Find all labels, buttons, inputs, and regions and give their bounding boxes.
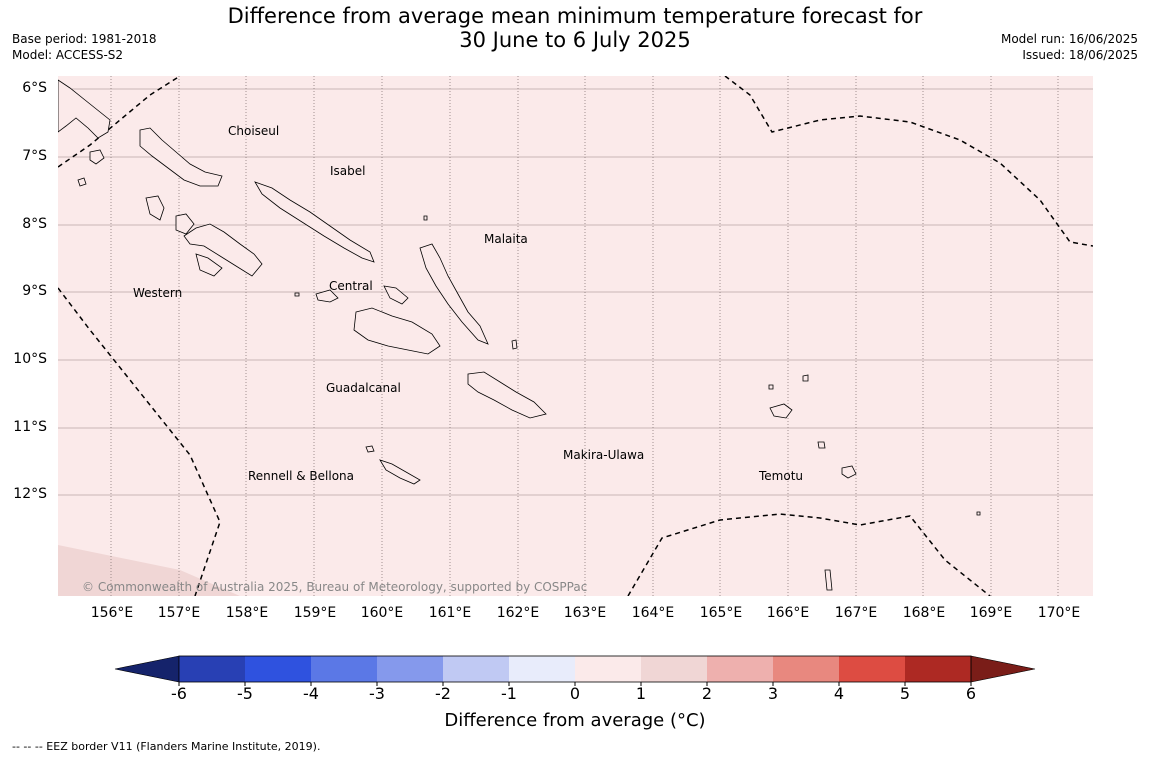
lat-label-9s: 9°S: [22, 283, 47, 299]
lon-label-167e: 167°E: [834, 605, 878, 621]
colorbar: [114, 655, 1036, 683]
province-label-malaita: Malaita: [484, 232, 528, 246]
lon-label-162e: 162°E: [496, 605, 540, 621]
meta-left: Base period: 1981-2018 Model: ACCESS-S2: [12, 31, 157, 63]
lon-label-160e: 160°E: [360, 605, 404, 621]
lat-label-8s: 8°S: [22, 216, 47, 232]
colorbar-segment: [311, 656, 377, 682]
province-label-central: Central: [329, 279, 373, 293]
province-label-isabel: Isabel: [330, 164, 366, 178]
colorbar-tick-label: -2: [435, 684, 451, 703]
coastlines: [58, 79, 981, 591]
copyright-notice: © Commonwealth of Australia 2025, Bureau…: [82, 580, 588, 594]
lon-label-169e: 169°E: [969, 605, 1013, 621]
lat-label-6s: 6°S: [22, 80, 47, 96]
colorbar-tick-label: 0: [569, 684, 581, 703]
colorbar-segment: [707, 656, 773, 682]
model-name: Model: ACCESS-S2: [12, 48, 124, 62]
province-label-western: Western: [133, 286, 183, 300]
colorbar-tick-label: 3: [767, 684, 779, 703]
lon-label-166e: 166°E: [766, 605, 810, 621]
map-background: [58, 76, 1093, 596]
lon-label-157e: 157°E: [157, 605, 201, 621]
lat-label-11s: 11°S: [13, 419, 47, 435]
colorbar-segment: [905, 656, 971, 682]
lon-label-164e: 164°E: [631, 605, 675, 621]
eez-borders: [58, 76, 1093, 596]
colorbar-tick-label: 1: [635, 684, 647, 703]
colorbar-segment: [509, 656, 575, 682]
colorbar-tick-label: -3: [369, 684, 385, 703]
province-label-guadalcanal: Guadalcanal: [326, 381, 401, 395]
lat-label-10s: 10°S: [13, 351, 47, 367]
colorbar-extend-low: [114, 655, 180, 683]
province-label-temotu: Temotu: [759, 469, 804, 483]
lon-label-168e: 168°E: [902, 605, 946, 621]
colorbar-extend-high: [970, 655, 1036, 683]
province-label-rennell-bellona: Rennell & Bellona: [248, 469, 355, 483]
lon-label-165e: 165°E: [699, 605, 743, 621]
colorbar-tick-label: -1: [501, 684, 517, 703]
lat-label-7s: 7°S: [22, 148, 47, 164]
colorbar-segment: [773, 656, 839, 682]
issued-date: Issued: 18/06/2025: [1022, 48, 1138, 62]
lat-label-12s: 12°S: [13, 486, 47, 502]
latitude-gridlines: [58, 88, 1093, 496]
colorbar-segment: [839, 656, 905, 682]
meta-right: Model run: 16/06/2025 Issued: 18/06/2025: [1001, 31, 1138, 63]
colorbar-tick-label: -4: [303, 684, 319, 703]
base-period: Base period: 1981-2018: [12, 32, 157, 46]
colorbar-tick-label: 6: [965, 684, 977, 703]
chart-title: Difference from average mean minimum tem…: [0, 4, 1150, 52]
lon-label-159e: 159°E: [293, 605, 337, 621]
province-label-choiseul: Choiseul: [228, 124, 280, 138]
colorbar-tick-label: 5: [899, 684, 911, 703]
title-line-2: 30 June to 6 July 2025: [459, 28, 691, 52]
colorbar-segment: [179, 656, 245, 682]
province-label-makira-ulawa: Makira-Ulawa: [563, 448, 645, 462]
lon-label-163e: 163°E: [563, 605, 607, 621]
colorbar-tick-label: 4: [833, 684, 845, 703]
eez-legend-note: -- -- -- EEZ border V11 (Flanders Marine…: [12, 740, 321, 753]
lower-left-anomaly-patch: [58, 545, 240, 596]
title-line-1: Difference from average mean minimum tem…: [227, 4, 923, 28]
model-run: Model run: 16/06/2025: [1000, 32, 1138, 46]
colorbar-segment: [245, 656, 311, 682]
lon-label-158e: 158°E: [225, 605, 269, 621]
colorbar-title: Difference from average (°C): [444, 710, 706, 731]
colorbar-tick-label: -5: [237, 684, 253, 703]
lon-label-161e: 161°E: [428, 605, 472, 621]
colorbar-tick-label: -6: [171, 684, 187, 703]
colorbar-segment: [575, 656, 641, 682]
colorbar-tick-marks: [178, 682, 972, 686]
lon-label-156e: 156°E: [90, 605, 134, 621]
colorbar-segment: [641, 656, 707, 682]
lon-label-170e: 170°E: [1037, 605, 1081, 621]
colorbar-segment: [377, 656, 443, 682]
colorbar-tick-label: 2: [701, 684, 713, 703]
colorbar-segment: [443, 656, 509, 682]
